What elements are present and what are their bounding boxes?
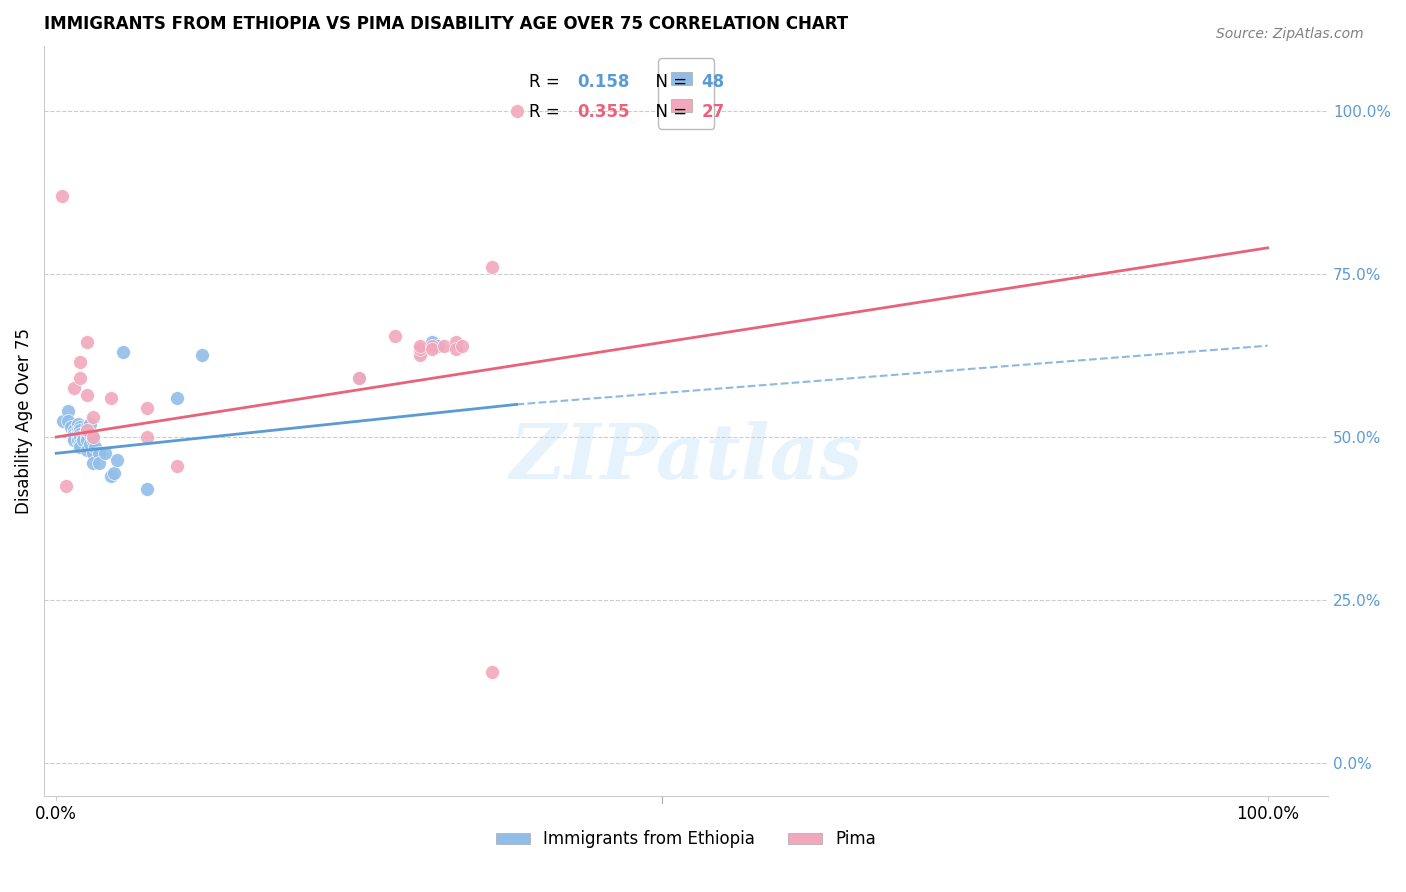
Point	[111, 345, 134, 359]
Point	[136, 482, 159, 496]
Point	[66, 426, 89, 441]
Point	[59, 420, 82, 434]
Point	[76, 430, 98, 444]
Point	[69, 426, 91, 441]
Point	[63, 430, 86, 444]
Point	[100, 469, 122, 483]
Point	[481, 665, 503, 679]
Point	[103, 466, 125, 480]
Point	[69, 436, 91, 450]
Point	[82, 456, 104, 470]
Point	[66, 434, 89, 448]
Point	[136, 430, 159, 444]
Point	[84, 440, 107, 454]
Text: N =: N =	[645, 103, 692, 120]
Point	[166, 459, 188, 474]
Text: 0.158: 0.158	[576, 72, 630, 91]
Point	[481, 260, 503, 275]
Point	[451, 339, 474, 353]
Text: R =: R =	[530, 72, 565, 91]
Point	[69, 420, 91, 434]
Point	[420, 335, 443, 350]
Point	[433, 339, 456, 353]
Point	[79, 426, 101, 441]
Point	[87, 456, 110, 470]
Point	[69, 440, 91, 454]
Text: ZIPatlas: ZIPatlas	[509, 421, 863, 495]
Point	[63, 426, 86, 441]
Point	[408, 342, 430, 356]
Point	[63, 424, 86, 438]
Point	[426, 339, 449, 353]
Text: Source: ZipAtlas.com: Source: ZipAtlas.com	[1216, 27, 1364, 41]
Legend: , : ,	[658, 59, 714, 128]
Point	[408, 349, 430, 363]
Point	[408, 345, 430, 359]
Point	[166, 391, 188, 405]
Point	[76, 335, 98, 350]
Point	[82, 410, 104, 425]
Text: R =: R =	[530, 103, 565, 120]
Point	[55, 479, 77, 493]
Point	[69, 424, 91, 438]
Point	[51, 188, 73, 202]
Point	[76, 420, 98, 434]
Point	[76, 426, 98, 441]
Point	[384, 329, 406, 343]
Point	[347, 371, 370, 385]
Text: 27: 27	[702, 103, 724, 120]
Point	[69, 355, 91, 369]
Point	[82, 430, 104, 444]
Point	[100, 391, 122, 405]
Point	[444, 342, 467, 356]
Text: 48: 48	[702, 72, 724, 91]
Point	[82, 434, 104, 448]
Point	[69, 430, 91, 444]
Point	[66, 424, 89, 438]
Point	[72, 430, 94, 444]
Point	[420, 339, 443, 353]
Point	[82, 430, 104, 444]
Point	[136, 401, 159, 415]
Point	[63, 381, 86, 395]
Point	[420, 342, 443, 356]
Point	[52, 414, 75, 428]
Point	[58, 404, 80, 418]
Point	[63, 434, 86, 448]
Point	[87, 446, 110, 460]
Point	[79, 417, 101, 431]
Point	[76, 387, 98, 401]
Text: 0.355: 0.355	[576, 103, 630, 120]
Point	[72, 434, 94, 448]
Y-axis label: Disability Age Over 75: Disability Age Over 75	[15, 327, 32, 514]
Point	[79, 436, 101, 450]
Text: IMMIGRANTS FROM ETHIOPIA VS PIMA DISABILITY AGE OVER 75 CORRELATION CHART: IMMIGRANTS FROM ETHIOPIA VS PIMA DISABIL…	[44, 15, 848, 33]
Point	[444, 335, 467, 350]
Point	[105, 453, 128, 467]
Point	[58, 414, 80, 428]
Point	[93, 446, 115, 460]
Point	[82, 446, 104, 460]
Point	[76, 424, 98, 438]
Point	[347, 371, 370, 385]
Text: N =: N =	[645, 72, 692, 91]
Point	[66, 430, 89, 444]
Point	[76, 434, 98, 448]
Point	[69, 371, 91, 385]
Point	[76, 443, 98, 458]
Point	[505, 103, 527, 118]
Point	[408, 339, 430, 353]
Point	[66, 417, 89, 431]
Point	[190, 349, 212, 363]
